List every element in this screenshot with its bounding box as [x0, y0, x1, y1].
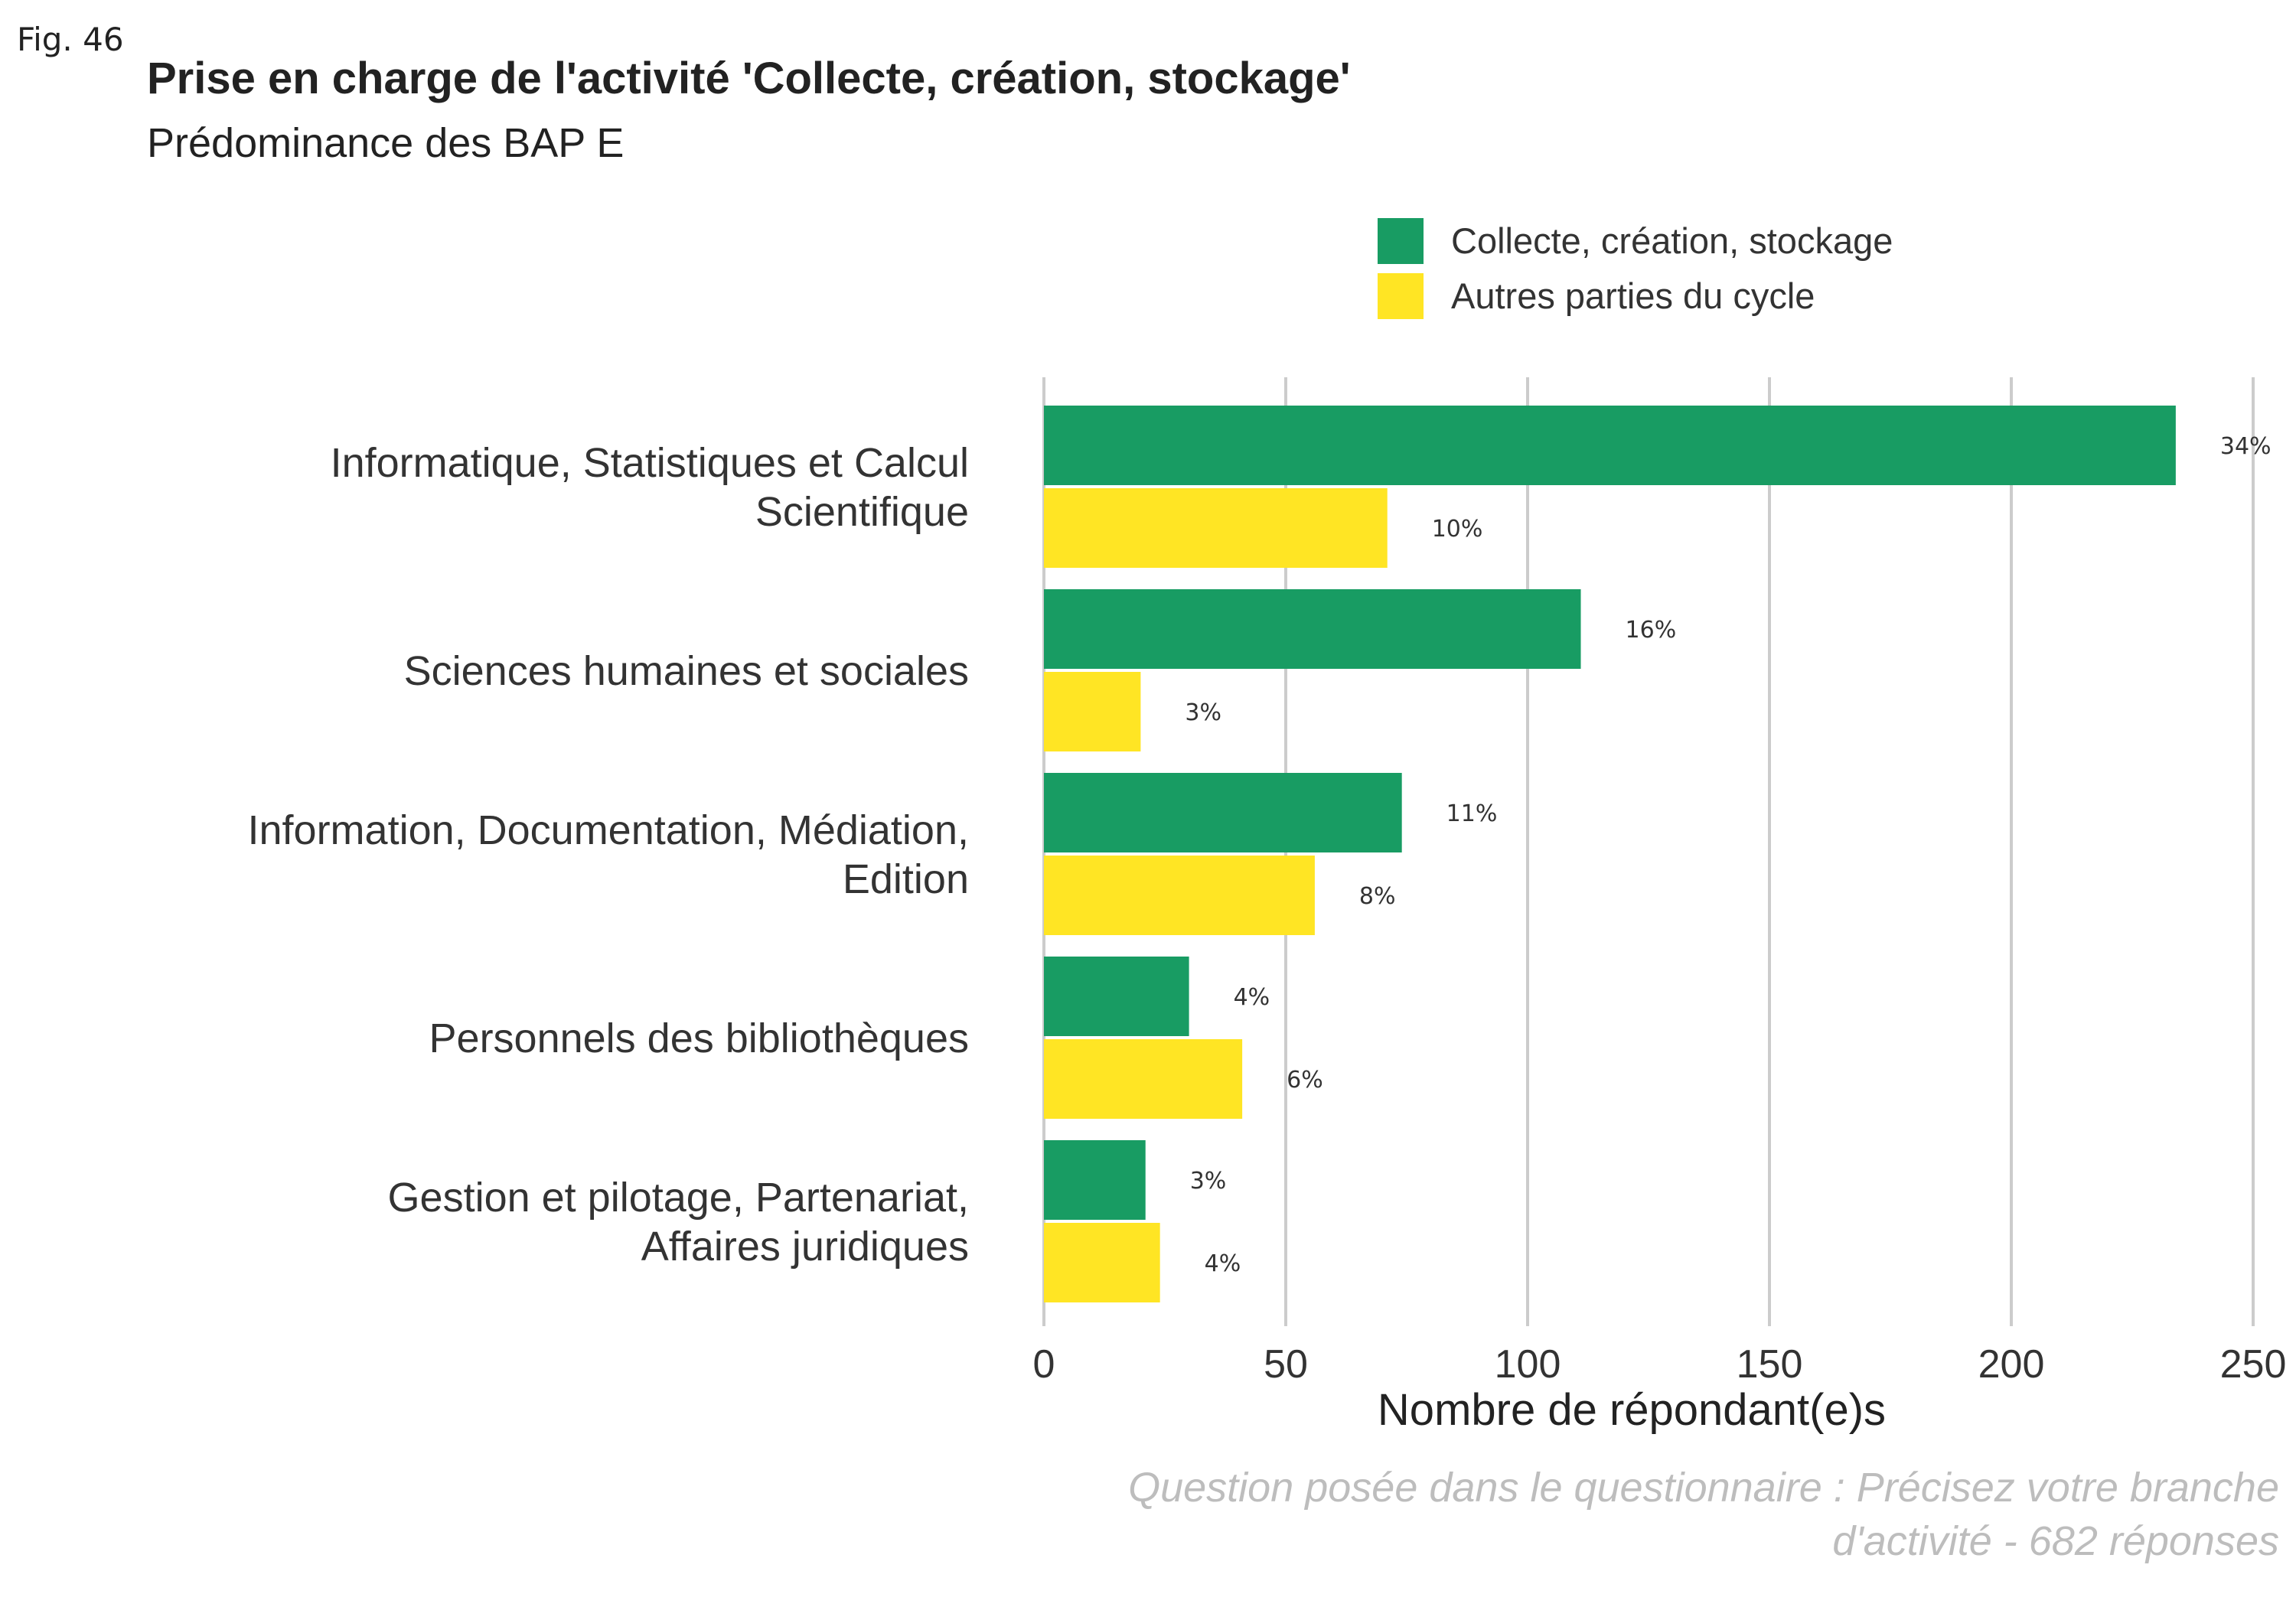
- x-tick-label: 200: [1978, 1342, 2045, 1387]
- legend-swatch: [1378, 273, 1424, 319]
- x-tick-label: 250: [2220, 1342, 2287, 1387]
- category-label: Information, Documentation, Médiation, Ed…: [248, 807, 970, 902]
- data-label: 8%: [1359, 883, 1396, 910]
- category-label-line: Edition: [843, 856, 969, 902]
- category-label-line: Personnels des bibliothèques: [429, 1015, 969, 1061]
- category-label: Gestion et pilotage, Partenariat, Affaire…: [388, 1175, 969, 1270]
- category-labels: Informatique, Statistiques et Calcul Scie…: [248, 440, 970, 1270]
- bar: [1044, 957, 1189, 1036]
- bar: [1044, 406, 2176, 485]
- x-axis-ticks: 0 50 100 150 200 250: [1033, 1342, 2287, 1387]
- bar: [1044, 1223, 1160, 1302]
- x-tick-label: 0: [1033, 1342, 1055, 1387]
- bar: [1044, 1140, 1146, 1220]
- x-tick-label: 150: [1737, 1342, 1803, 1387]
- data-label: 11%: [1446, 800, 1498, 827]
- category-label-line: Affaires juridiques: [641, 1224, 969, 1270]
- bar: [1044, 488, 1388, 568]
- data-labels: 34% 10% 16% 3% 11% 8% 4% 6% 3% 4%: [1185, 433, 2271, 1277]
- data-label: 3%: [1185, 699, 1221, 726]
- x-axis-title: Nombre de répondant(e)s: [1378, 1385, 1886, 1435]
- bar: [1044, 672, 1141, 751]
- category-label-line: Sciences humaines et sociales: [404, 648, 969, 694]
- x-tick-label: 50: [1264, 1342, 1308, 1387]
- figure-label: Fig. 46: [17, 21, 124, 58]
- bar: [1044, 589, 1581, 669]
- bar: [1044, 773, 1402, 852]
- legend-label: Collecte, création, stockage: [1451, 220, 1893, 261]
- bars: [1044, 406, 2176, 1302]
- x-tick-label: 100: [1495, 1342, 1561, 1387]
- caption-line-1: Question posée dans le questionnaire : P…: [1128, 1465, 2279, 1511]
- category-label: Informatique, Statistiques et Calcul Scie…: [331, 440, 969, 535]
- data-label: 10%: [1432, 516, 1483, 543]
- category-label-line: Scientifique: [755, 489, 969, 535]
- legend-swatch: [1378, 218, 1424, 264]
- legend-label: Autres parties du cycle: [1451, 275, 1815, 316]
- legend: Collecte, création, stockage Autres parti…: [1378, 218, 1893, 319]
- category-label: Personnels des bibliothèques: [429, 1015, 969, 1061]
- data-label: 3%: [1190, 1168, 1227, 1195]
- data-label: 6%: [1287, 1067, 1323, 1094]
- caption-line-2: d'activité - 682 réponses: [1832, 1518, 2279, 1564]
- bar: [1044, 1039, 1243, 1119]
- data-label: 4%: [1234, 984, 1270, 1011]
- chart-subtitle: Prédominance des BAP E: [147, 120, 624, 166]
- bar: [1044, 856, 1315, 935]
- data-label: 4%: [1205, 1250, 1241, 1277]
- category-label-line: Gestion et pilotage, Partenariat,: [388, 1175, 969, 1221]
- category-label: Sciences humaines et sociales: [404, 648, 969, 694]
- category-label-line: Information, Documentation, Médiation,: [248, 807, 970, 853]
- data-label: 34%: [2220, 433, 2272, 460]
- category-label-line: Informatique, Statistiques et Calcul: [331, 440, 969, 486]
- chart-title: Prise en charge de l'activité 'Collecte,…: [147, 54, 1351, 103]
- data-label: 16%: [1626, 617, 1677, 644]
